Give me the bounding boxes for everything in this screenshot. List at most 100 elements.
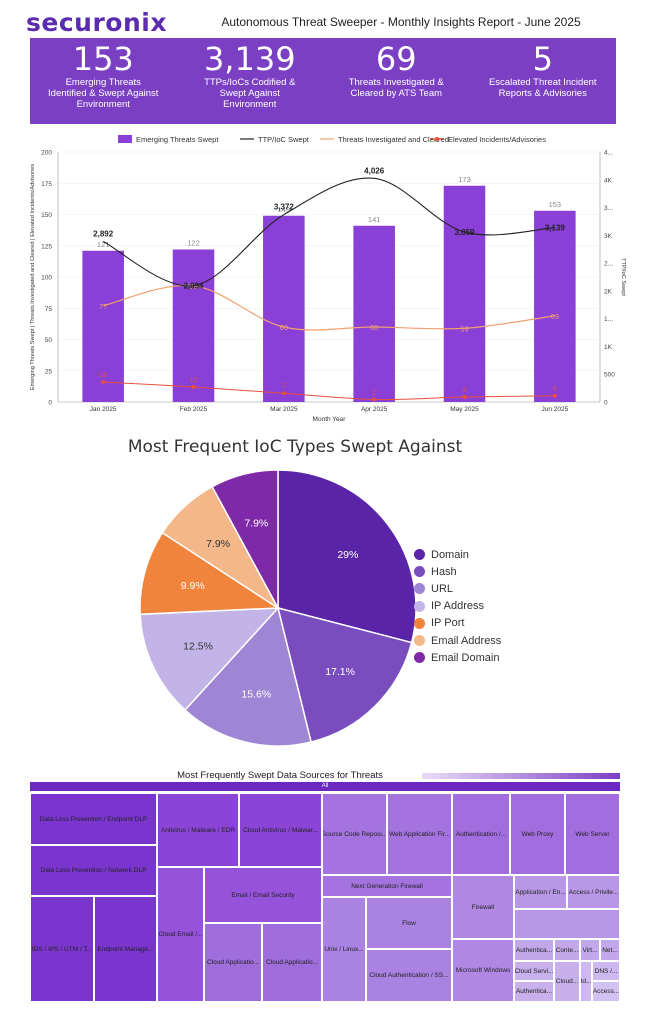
treemap-cell[interactable]: Antivirus / Malware / EDR bbox=[157, 793, 239, 867]
treemap-cell[interactable]: DNS /... bbox=[592, 961, 620, 981]
kpi-threats-investigated: 69 Threats Investigated & Cleared by ATS… bbox=[323, 38, 470, 124]
pie-slice bbox=[183, 606, 312, 747]
x-axis-title: Month Year bbox=[313, 416, 347, 423]
treemap-root-all[interactable]: All bbox=[30, 782, 620, 791]
legend-item: Domain bbox=[414, 546, 501, 563]
y-tick-label: 100 bbox=[41, 275, 52, 282]
legend-color-dot bbox=[414, 549, 425, 561]
elevated-data-label: 12 bbox=[190, 377, 198, 384]
ttp-data-label: 4,026 bbox=[364, 166, 385, 175]
elevated-marker bbox=[552, 393, 557, 398]
x-tick-label: Feb 2025 bbox=[180, 406, 208, 413]
pie-slice-label: 15.6% bbox=[241, 689, 271, 701]
treemap-cell[interactable]: Conte... bbox=[554, 939, 580, 961]
treemap-cell[interactable]: Unix / Linux... bbox=[322, 897, 366, 1002]
y2-tick-label: 1... bbox=[604, 316, 613, 323]
treemap-cell[interactable]: Cloud Antivirus / Malwar... bbox=[239, 793, 322, 867]
pie-slice bbox=[276, 606, 413, 743]
legend-item: IP Address bbox=[414, 598, 501, 615]
treemap-cell[interactable]: Cloud Authentication / SS... bbox=[366, 949, 452, 1002]
y2-tick-label: 4... bbox=[604, 150, 613, 157]
y-tick-label: 0 bbox=[48, 400, 52, 407]
elevated-marker bbox=[281, 391, 286, 396]
pie-slice-label: 17.1% bbox=[325, 666, 355, 678]
treemap-cell[interactable]: Flow bbox=[366, 897, 452, 949]
treemap-cell[interactable]: Id... bbox=[580, 961, 592, 1002]
ttp-data-label: 2,892 bbox=[93, 229, 114, 238]
legend-label: Email Address bbox=[431, 634, 502, 647]
ioc-types-pie-chart: 29% 17.1% 15.6% 12.5% 9.9% 7.9% 7.9% bbox=[139, 469, 417, 747]
treemap-cell[interactable]: Data Loss Prevention / Network DLP bbox=[30, 845, 157, 896]
treemap-cell[interactable]: Microsoft Windows bbox=[452, 939, 514, 1002]
pie-slice bbox=[211, 469, 279, 609]
treemap-cell[interactable]: IDS / IPS / UTM / T... bbox=[30, 896, 94, 1002]
line-threats-investigated bbox=[103, 284, 555, 331]
treemap-cell[interactable]: Cloud Servi... bbox=[514, 961, 554, 981]
treemap-cell[interactable]: Virt... bbox=[580, 939, 600, 961]
treemap-cell[interactable]: Data Loss Prevention / Endpoint DLP bbox=[30, 793, 157, 845]
legend-item: Email Address bbox=[414, 632, 501, 649]
kpi-escalated-reports: 5 Escalated Threat Incident Reports & Ad… bbox=[470, 38, 617, 124]
treemap-cell[interactable]: Authentication /... bbox=[452, 793, 510, 875]
x-tick-label: Mar 2025 bbox=[270, 406, 298, 413]
line-ttp-ioc-swept bbox=[102, 177, 555, 287]
elevated-marker bbox=[462, 395, 467, 399]
treemap-cell[interactable]: Cloud Email /... bbox=[157, 867, 204, 1002]
elevated-marker bbox=[191, 385, 196, 389]
y2-tick-label: 4K bbox=[604, 177, 613, 184]
treemap-cell[interactable]: Web Server bbox=[565, 793, 620, 875]
kpi-value: 3,139 bbox=[203, 40, 296, 78]
treemap-cell[interactable]: Access... bbox=[592, 981, 620, 1002]
y2-tick-label: 500 bbox=[604, 372, 615, 379]
pie-slice-label: 12.5% bbox=[183, 641, 213, 653]
kpi-label: Threats Investigated & Cleared by ATS Te… bbox=[348, 77, 444, 99]
securonix-logo: securonix bbox=[26, 8, 167, 37]
legend-label: Threats Investigated and Cleared bbox=[338, 135, 449, 144]
pie-title: Most Frequent IoC Types Swept Against bbox=[127, 437, 463, 457]
bar-data-label: 121 bbox=[97, 240, 110, 249]
x-tick-label: Apr 2025 bbox=[361, 406, 388, 413]
treemap-cell[interactable]: Web Proxy bbox=[510, 793, 565, 875]
treemap-cell[interactable]: Cloud Applicatio... bbox=[262, 923, 322, 1002]
kpi-emerging-threats: 153 Emerging Threats Identified & Swept … bbox=[30, 38, 177, 124]
pie-slice-label: 29% bbox=[337, 549, 358, 561]
bar-data-label: 153 bbox=[549, 200, 562, 209]
treemap-cell[interactable]: Next Generation Firewall bbox=[322, 875, 452, 897]
investigated-data-label: 60 bbox=[370, 323, 378, 332]
treemap-cell[interactable]: Source Code Reposi... bbox=[322, 793, 387, 875]
legend-label: Elevated Incidents/Advisories bbox=[448, 135, 546, 144]
treemap-cell[interactable]: Web Application Fir... bbox=[387, 793, 452, 875]
monthly-combo-chart: Emerging Threats Swept TTP/IoC Swept Threa… bbox=[30, 135, 626, 423]
treemap-cell[interactable]: Email / Email Security bbox=[204, 867, 322, 923]
treemap-cell[interactable]: Net... bbox=[600, 939, 620, 961]
ttp-data-label: 3,139 bbox=[545, 224, 566, 233]
legend-color-dot bbox=[414, 635, 425, 647]
treemap-cell[interactable]: Authentica... bbox=[514, 939, 554, 961]
legend-label: IP Port bbox=[431, 617, 465, 630]
y2-tick-label: 2K bbox=[604, 288, 613, 295]
legend-label: Emerging Threats Swept bbox=[136, 135, 219, 144]
elevated-data-label: 2 bbox=[372, 390, 376, 397]
pie-slice-label: 7.9% bbox=[206, 538, 230, 550]
legend-label: URL bbox=[431, 582, 454, 595]
bar-emerging-threats bbox=[443, 185, 486, 402]
treemap-cell[interactable]: Endpoint Manage... bbox=[94, 896, 157, 1002]
elevated-data-label: 4 bbox=[463, 387, 467, 394]
y-tick-label: 125 bbox=[41, 243, 52, 250]
treemap-title: Most Frequently Swept Data Sources for T… bbox=[177, 770, 383, 781]
y-tick-label: 25 bbox=[45, 368, 53, 375]
investigated-data-label: 77 bbox=[99, 302, 107, 311]
pie-slice-label: 9.9% bbox=[181, 580, 205, 592]
y-tick-label: 200 bbox=[41, 150, 52, 157]
treemap-cell[interactable]: Cloud Applicatio... bbox=[204, 923, 262, 1002]
legend-label: Email Domain bbox=[431, 651, 500, 664]
treemap-cell[interactable]: Cloud... bbox=[554, 961, 580, 1002]
bar-emerging-threats bbox=[353, 225, 395, 402]
treemap-cell[interactable]: Access / Privile... bbox=[567, 875, 620, 909]
pie-slice bbox=[277, 469, 417, 644]
treemap-cell[interactable]: Authentica... bbox=[514, 981, 554, 1002]
treemap-cell[interactable]: Application / En... bbox=[514, 875, 567, 909]
kpi-band: 153 Emerging Threats Identified & Swept … bbox=[30, 38, 616, 124]
pie-slice-label: 7.9% bbox=[244, 517, 268, 529]
treemap-cell[interactable]: Firewall bbox=[452, 875, 514, 939]
